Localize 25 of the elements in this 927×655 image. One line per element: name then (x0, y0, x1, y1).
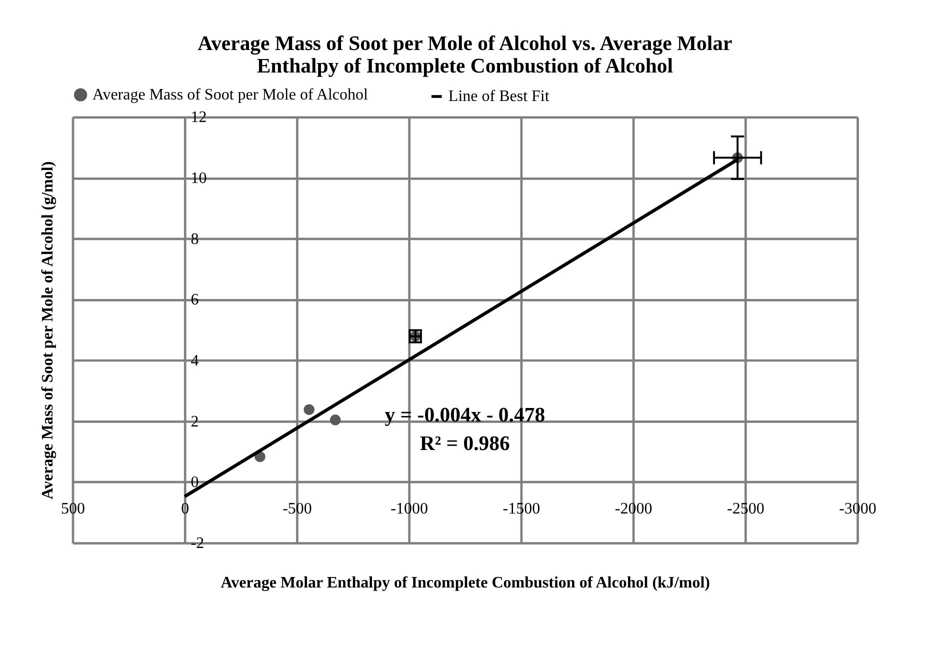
annotation: R² = 0.986 (420, 432, 510, 455)
annotation: y = -0.004x - 0.478 (384, 404, 546, 427)
y-tick-label: 6 (190, 292, 199, 309)
x-tick-label: -1000 (390, 500, 428, 518)
y-tick-label: 10 (190, 170, 207, 187)
legend-label: Average Mass of Soot per Mole of Alcohol (92, 86, 369, 104)
x-tick-label: -1500 (502, 500, 540, 518)
y-tick-label: 12 (190, 109, 207, 126)
point (330, 414, 341, 426)
x-tick-label: -2500 (726, 500, 764, 518)
point (304, 404, 314, 415)
x-axis-title: Average Molar Enthalpy of Incomplete Combustion of Alcohol (kJ/mol) (220, 574, 710, 592)
y-tick-label: 2 (190, 413, 199, 430)
y-tick-label: 4 (190, 352, 199, 370)
text: Average Mass of Soot per Mole of Alcohol vs. Average Molar (198, 33, 732, 56)
x-tick-label: 500 (61, 500, 86, 518)
text: Enthalpy of Incomplete Combustion of Alcohol (256, 56, 673, 78)
y-tick-label: 8 (190, 230, 199, 248)
y-tick-label: -2 (190, 534, 204, 552)
legend-label: Line of Best Fit (448, 88, 550, 106)
x-tick-label: -500 (282, 500, 312, 518)
y-axis-title: Average Mass of Soot per Mole of Alcohol (g/mol) (39, 161, 56, 500)
x-tick-label: -2000 (614, 500, 652, 518)
y-tick-label: 0 (190, 474, 199, 492)
x-tick-label: -3000 (839, 500, 876, 518)
